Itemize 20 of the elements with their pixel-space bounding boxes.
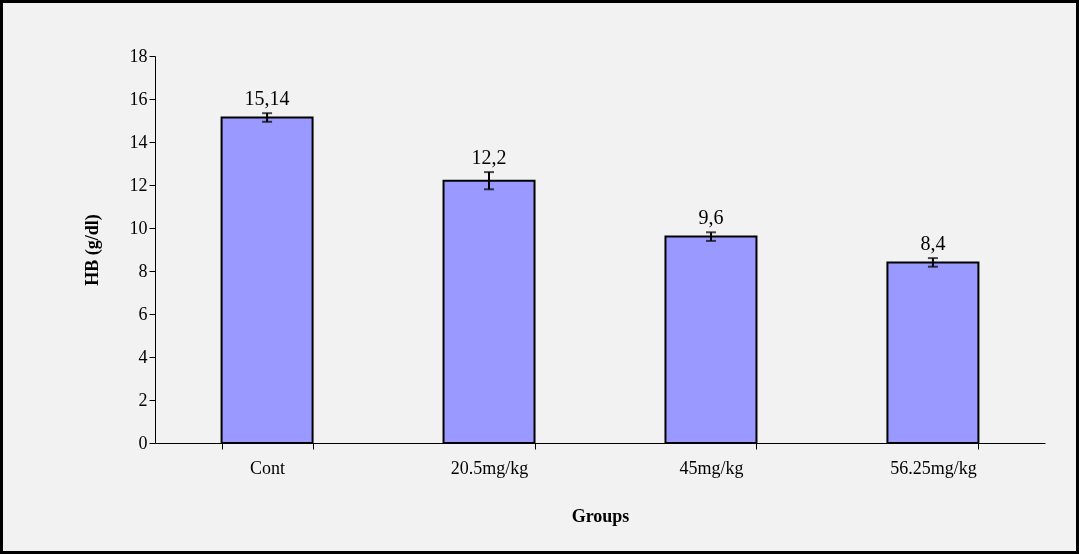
data-label: 12,2 (471, 146, 507, 169)
x-axis-title: Groups (571, 505, 630, 526)
x-tick-label: Cont (250, 457, 286, 478)
x-tick-label: 45mg/kg (679, 457, 744, 478)
x-tick-label: 20.5mg/kg (450, 457, 529, 478)
y-tick-label: 18 (129, 45, 148, 66)
data-label: 8,4 (920, 232, 946, 255)
y-tick-label: 8 (138, 260, 148, 281)
y-axis-title: HB (g/dl) (81, 214, 103, 286)
y-tick-label: 0 (138, 432, 148, 453)
y-tick-label: 4 (138, 346, 148, 367)
y-tick-label: 12 (129, 174, 148, 195)
data-label: 15,14 (244, 87, 290, 110)
y-tick-label: 10 (129, 217, 148, 238)
y-tick-label: 2 (138, 389, 148, 410)
y-tick-label: 16 (129, 88, 148, 109)
x-tick-label: 56.25mg/kg (890, 457, 977, 478)
y-tick-label: 14 (129, 131, 148, 152)
y-tick-label: 6 (138, 303, 148, 324)
data-label: 9,6 (698, 206, 724, 229)
